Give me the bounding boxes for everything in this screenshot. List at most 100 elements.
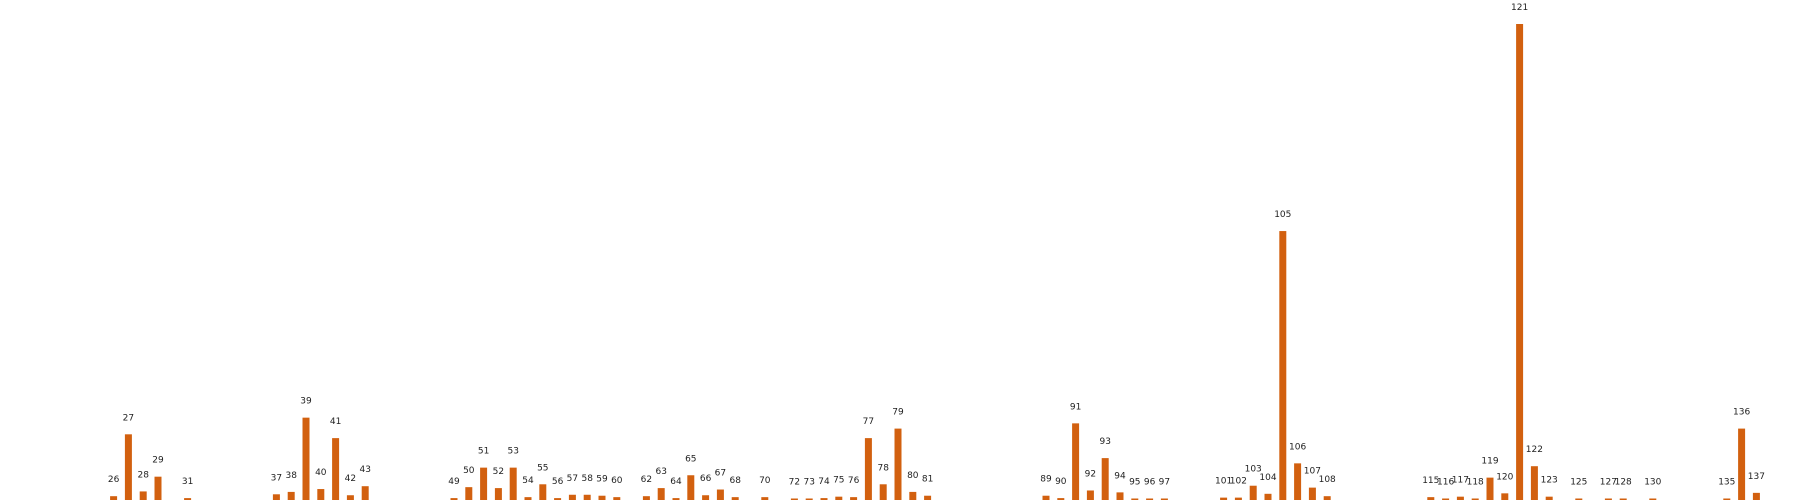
bar-label-77: 77 — [863, 417, 874, 427]
bar-label-97: 97 — [1159, 478, 1170, 488]
bar-26 — [110, 496, 118, 500]
bar-label-26: 26 — [108, 475, 120, 485]
bar-117 — [1456, 496, 1464, 500]
bar-label-80: 80 — [907, 471, 919, 481]
bar-label-93: 93 — [1099, 437, 1110, 447]
bar-label-115: 115 — [1422, 476, 1439, 486]
bar-59 — [598, 495, 606, 500]
bar-65 — [687, 475, 695, 500]
bars-group — [110, 24, 1760, 500]
bar-121 — [1516, 24, 1524, 500]
bar-37 — [272, 494, 280, 500]
bar-label-104: 104 — [1259, 473, 1276, 483]
bar-77 — [864, 438, 872, 500]
bar-label-96: 96 — [1144, 478, 1156, 488]
bar-104 — [1264, 493, 1272, 500]
bar-119 — [1486, 477, 1494, 500]
bar-label-43: 43 — [359, 465, 370, 475]
bar-label-89: 89 — [1040, 475, 1052, 485]
bar-42 — [346, 495, 354, 500]
bar-92 — [1086, 490, 1094, 500]
bar-label-60: 60 — [611, 476, 623, 486]
bar-128 — [1619, 498, 1627, 500]
bar-29 — [154, 476, 162, 500]
bar-label-64: 64 — [670, 477, 682, 487]
bar-label-74: 74 — [818, 477, 830, 487]
bar-105 — [1279, 231, 1287, 500]
bar-53 — [509, 467, 517, 500]
bar-label-107: 107 — [1304, 467, 1321, 477]
bar-label-70: 70 — [759, 476, 771, 486]
bar-label-54: 54 — [522, 476, 534, 486]
bar-label-92: 92 — [1085, 469, 1096, 479]
bar-64 — [672, 498, 680, 500]
bar-label-122: 122 — [1526, 445, 1543, 455]
bar-label-101: 101 — [1215, 477, 1232, 487]
bar-28 — [139, 491, 147, 500]
bar-78 — [879, 484, 887, 500]
bar-label-55: 55 — [537, 463, 548, 473]
bar-89 — [1042, 495, 1050, 500]
bar-66 — [702, 495, 710, 500]
bar-label-40: 40 — [315, 468, 327, 478]
bar-label-123: 123 — [1541, 476, 1558, 486]
bar-136 — [1738, 428, 1746, 500]
bar-label-130: 130 — [1644, 478, 1661, 488]
bar-96 — [1146, 498, 1154, 500]
bar-49 — [450, 498, 458, 500]
bar-27 — [124, 434, 132, 500]
bar-70 — [761, 497, 769, 500]
bar-label-73: 73 — [803, 478, 814, 488]
bar-label-67: 67 — [715, 469, 726, 479]
bar-label-51: 51 — [478, 447, 489, 457]
bar-81 — [924, 495, 932, 500]
bar-90 — [1057, 498, 1065, 500]
bar-125 — [1575, 498, 1583, 500]
bar-60 — [613, 497, 621, 500]
bar-label-103: 103 — [1245, 465, 1262, 475]
bar-label-127: 127 — [1600, 478, 1617, 488]
bar-72 — [790, 498, 798, 500]
bar-label-58: 58 — [581, 474, 593, 484]
bar-115 — [1427, 497, 1435, 500]
bar-label-39: 39 — [300, 397, 312, 407]
bar-122 — [1530, 466, 1538, 500]
bar-label-37: 37 — [271, 473, 282, 483]
bar-label-137: 137 — [1748, 472, 1765, 482]
bar-137 — [1752, 492, 1760, 500]
bar-95 — [1131, 498, 1139, 500]
bar-51 — [480, 467, 488, 500]
bar-76 — [850, 497, 858, 500]
bar-label-42: 42 — [345, 474, 356, 484]
bar-label-56: 56 — [552, 477, 564, 487]
bar-label-57: 57 — [567, 474, 578, 484]
bar-label-94: 94 — [1114, 471, 1126, 481]
bar-123 — [1545, 496, 1553, 500]
bar-label-62: 62 — [641, 475, 652, 485]
bar-55 — [539, 484, 547, 500]
bar-label-121: 121 — [1511, 3, 1528, 13]
bar-135 — [1723, 498, 1731, 500]
bar-38 — [287, 491, 295, 500]
bar-116 — [1442, 498, 1450, 500]
bar-label-116: 116 — [1437, 478, 1454, 488]
bar-74 — [820, 498, 828, 500]
bar-107 — [1308, 487, 1316, 500]
bar-label-135: 135 — [1718, 478, 1735, 488]
bar-103 — [1249, 485, 1257, 500]
bar-68 — [731, 497, 739, 500]
bar-80 — [909, 491, 917, 500]
bar-label-119: 119 — [1481, 457, 1498, 467]
bar-label-105: 105 — [1274, 210, 1291, 220]
bar-118 — [1471, 498, 1479, 500]
bar-label-49: 49 — [448, 477, 460, 487]
bar-93 — [1101, 458, 1109, 500]
bar-label-102: 102 — [1230, 477, 1247, 487]
bar-120 — [1501, 493, 1509, 500]
bar-56 — [554, 498, 562, 500]
bar-label-65: 65 — [685, 454, 696, 464]
bar-label-81: 81 — [922, 475, 933, 485]
bar-label-50: 50 — [463, 466, 475, 476]
